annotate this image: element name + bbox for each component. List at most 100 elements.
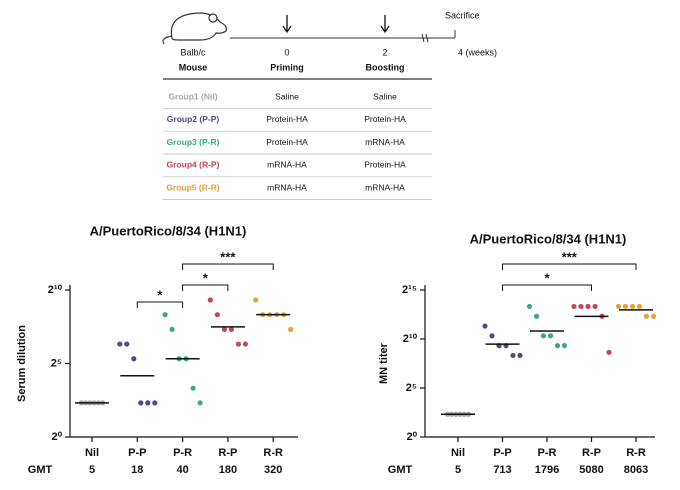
data-point <box>489 333 495 339</box>
data-point <box>145 400 151 406</box>
charts: A/PuertoRico/8/34 (H1N1) Serum dilution 2⁰… <box>16 223 657 476</box>
chart-title: A/PuertoRico/8/34 (H1N1) <box>470 231 627 246</box>
data-point <box>214 312 220 318</box>
significance-bracket <box>502 284 592 291</box>
time: 4 (weeks) <box>458 47 497 57</box>
data-point <box>190 385 196 391</box>
data-point <box>554 343 561 349</box>
event: Boosting <box>366 62 405 72</box>
y-axis-label: MN titer <box>378 342 390 384</box>
data-point <box>606 349 612 355</box>
event: Sacrifice <box>445 10 480 20</box>
strain: Balb/c <box>180 47 206 57</box>
data-point <box>117 341 123 347</box>
data-point <box>643 313 650 319</box>
data-point <box>517 352 523 359</box>
gmt-value: 713 <box>493 464 511 476</box>
data-point <box>561 343 568 349</box>
gmt-label: GMT <box>388 464 413 476</box>
x-tick-label: R-R <box>626 447 646 459</box>
gmt-value: 5 <box>455 464 461 476</box>
boosting: Protein-HA <box>364 160 406 170</box>
significance-bracket <box>136 301 184 308</box>
significance-label: * <box>544 270 550 285</box>
group-label: Group4 (R-P) <box>167 160 220 170</box>
x-tick-label: R-R <box>263 447 283 459</box>
event: Priming <box>270 62 304 72</box>
gmt-value: 40 <box>176 464 188 476</box>
gmt-value: 8063 <box>624 464 648 476</box>
data-point <box>482 323 488 329</box>
data-point <box>615 303 622 310</box>
priming: mRNA-HA <box>267 182 307 192</box>
x-tick-label: P-R <box>173 447 192 459</box>
significance-label: * <box>203 270 209 285</box>
group-label: Group3 (P-R) <box>167 137 220 147</box>
group-label: Group2 (P-P) <box>167 114 220 124</box>
gmt-value: 1796 <box>535 464 559 476</box>
subject: Mouse <box>179 62 208 72</box>
y-tick-label: 2⁵ <box>51 357 62 369</box>
x-tick-label: R-P <box>218 447 237 459</box>
data-point <box>253 297 259 303</box>
data-point <box>540 333 547 339</box>
priming: mRNA-HA <box>267 160 307 170</box>
priming: Protein-HA <box>266 114 308 124</box>
y-tick-label: 2¹⁵ <box>402 284 417 296</box>
boosting: mRNA-HA <box>365 137 405 147</box>
data-point <box>162 312 168 318</box>
data-point <box>235 341 241 347</box>
significance-label: *** <box>220 249 236 264</box>
group-label: Group5 (R-R) <box>166 182 220 192</box>
timeline-break <box>421 33 425 43</box>
data-point <box>197 400 203 406</box>
data-point <box>131 356 137 362</box>
data-point <box>571 303 577 310</box>
significance-label: *** <box>562 249 578 264</box>
significance-label: * <box>157 287 163 302</box>
data-point <box>592 303 598 310</box>
data-point <box>228 326 234 332</box>
arrows <box>282 15 390 34</box>
timeline-break <box>425 33 429 43</box>
chart-title: A/PuertoRico/8/34 (H1N1) <box>90 223 247 238</box>
gmt-value: 180 <box>219 464 237 476</box>
y-tick-label: 2¹⁰ <box>48 284 63 296</box>
data-point <box>650 313 657 319</box>
data-point <box>585 303 591 310</box>
data-point <box>221 326 227 332</box>
data-point <box>526 303 533 310</box>
mouse-icon <box>162 12 227 45</box>
significance-bracket <box>182 284 229 291</box>
priming: Protein-HA <box>266 137 308 147</box>
priming: Saline <box>275 91 299 101</box>
significance-bracket <box>182 263 274 270</box>
boosting: Saline <box>373 91 397 101</box>
data-point <box>622 303 629 310</box>
data-point <box>533 313 540 319</box>
significance-bracket <box>502 263 637 270</box>
x-tick-label: Nil <box>85 447 99 459</box>
table: Group1 (Nil) Saline Saline Group2 (P-P) Prot… <box>163 91 432 200</box>
boosting: Protein-HA <box>364 114 406 124</box>
x-tick-label: P-P <box>493 447 511 459</box>
x-tick-label: P-R <box>538 447 557 459</box>
x-tick-label: Nil <box>451 447 465 459</box>
data-point <box>152 400 158 406</box>
group-label: Group1 (Nil) <box>168 91 217 101</box>
data-point <box>288 326 294 332</box>
gmt-value: 320 <box>264 464 282 476</box>
time: 0 <box>284 47 289 57</box>
y-axis-label: Serum dilution <box>16 325 28 402</box>
gmt-value: 5 <box>89 464 95 476</box>
x-tick-label: R-P <box>582 447 601 459</box>
data-point <box>547 333 554 339</box>
y-tick-label: 2⁰ <box>51 431 62 443</box>
y-tick-label: 2⁰ <box>406 431 417 443</box>
x-tick-label: P-P <box>128 447 146 459</box>
data-point <box>207 297 213 303</box>
data-point <box>510 352 516 359</box>
data-point <box>636 303 643 310</box>
boosting: mRNA-HA <box>365 182 405 192</box>
